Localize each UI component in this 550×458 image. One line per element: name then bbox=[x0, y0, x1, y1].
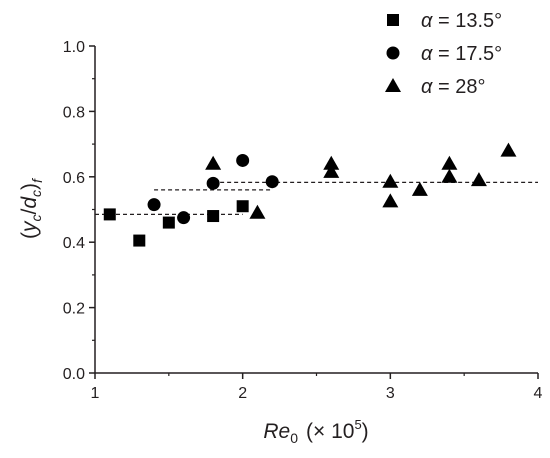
y-tick-label: 1.0 bbox=[63, 39, 85, 56]
y-axis-title: (yc/dc)f bbox=[18, 177, 45, 239]
triangle-marker bbox=[323, 163, 340, 178]
fit-lines bbox=[95, 181, 538, 216]
x-tick-label: 4 bbox=[534, 385, 543, 402]
triangle-marker bbox=[205, 155, 222, 170]
square-marker bbox=[387, 14, 399, 26]
triangle-marker bbox=[500, 142, 517, 157]
triangle-marker bbox=[441, 155, 458, 170]
x-tick-label: 1 bbox=[91, 385, 100, 402]
legend-label: α = 13.5° bbox=[421, 10, 502, 32]
triangle-marker bbox=[323, 155, 340, 170]
x-tick-label: 2 bbox=[238, 385, 247, 402]
square-marker bbox=[236, 200, 249, 213]
circle-marker bbox=[386, 46, 400, 60]
x-axis-title: Re0 (× 105) bbox=[263, 417, 368, 446]
triangle-marker bbox=[382, 193, 399, 208]
x-tick-label: 3 bbox=[386, 385, 395, 402]
triangle-marker bbox=[382, 173, 399, 188]
legend-label: α = 17.5° bbox=[421, 43, 502, 65]
circle-marker bbox=[236, 153, 250, 167]
triangle-marker bbox=[470, 172, 487, 187]
circle-marker bbox=[265, 175, 279, 189]
square-marker bbox=[103, 208, 116, 221]
triangle-marker bbox=[385, 78, 401, 92]
y-tick-label: 0.6 bbox=[63, 170, 85, 187]
triangle-marker bbox=[441, 168, 458, 183]
data-points bbox=[103, 142, 517, 247]
legend-label: α = 28° bbox=[421, 76, 485, 98]
triangle-marker bbox=[411, 181, 428, 196]
square-marker bbox=[133, 234, 146, 247]
y-tick-label: 0.2 bbox=[63, 301, 85, 318]
axes: 0.0 0.2 0.4 0.6 0.8 1.0 1 2 3 4 bbox=[63, 39, 543, 402]
legend: α = 13.5° α = 17.5° α = 28° bbox=[385, 10, 502, 98]
y-tick-label: 0.8 bbox=[63, 104, 85, 121]
circle-marker bbox=[177, 211, 191, 225]
triangle-marker bbox=[249, 204, 266, 219]
y-tick-label: 0.0 bbox=[63, 366, 85, 383]
circle-marker bbox=[206, 176, 220, 190]
square-marker bbox=[162, 216, 175, 229]
circle-marker bbox=[147, 198, 161, 212]
y-tick-label: 0.4 bbox=[63, 235, 85, 252]
square-marker bbox=[207, 210, 220, 223]
